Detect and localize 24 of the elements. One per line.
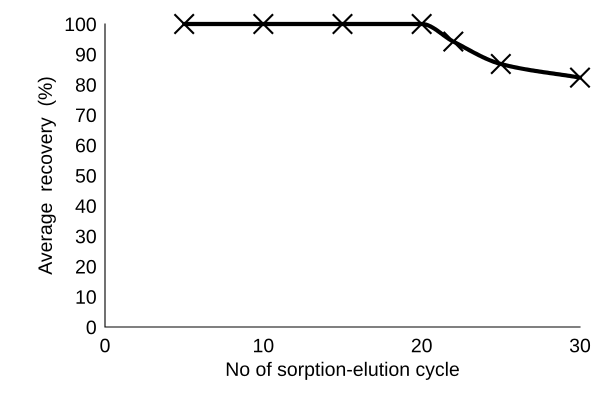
- point: [332, 13, 354, 35]
- y-tick-label: 30: [76, 230, 96, 244]
- point: [410, 13, 432, 35]
- y-tick-label: 60: [76, 138, 96, 152]
- x-tick-label: 10: [254, 338, 274, 352]
- y-tick-label: 40: [75, 199, 96, 214]
- y-tick-label: 100: [66, 17, 96, 32]
- y-tick-label: 50: [76, 168, 96, 183]
- y-axis-title: Average recovery (%): [38, 77, 56, 275]
- x-axis-title: No of sorption-elution cycle: [226, 362, 459, 380]
- point: [173, 13, 195, 35]
- x-tick-label: 30: [570, 338, 590, 352]
- y-tick-label: 70: [76, 108, 96, 122]
- y-tick-label: 0: [86, 320, 96, 334]
- y-tick-label: 10: [76, 290, 96, 304]
- point: [569, 66, 591, 88]
- point: [442, 30, 464, 52]
- point: [252, 13, 274, 35]
- y-tick-label: 90: [76, 48, 96, 62]
- x-tick-label: 20: [412, 338, 432, 352]
- point: [490, 53, 512, 75]
- y-tick-label: 20: [76, 260, 96, 274]
- x-tick-label: 0: [100, 338, 110, 352]
- y-tick-label: 80: [76, 78, 96, 92]
